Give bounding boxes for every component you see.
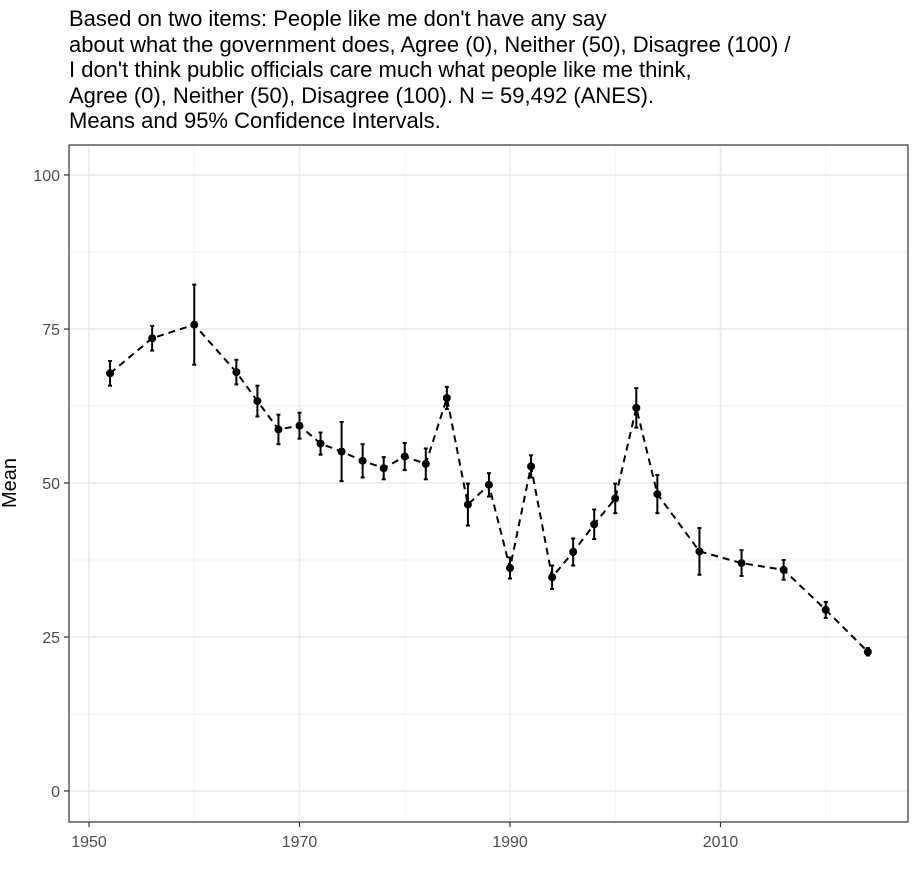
data-point (463, 500, 472, 509)
series-line-group (109, 323, 869, 653)
data-point (548, 573, 557, 582)
data-point (484, 480, 493, 489)
data-point (779, 565, 788, 574)
y-tick-label: 50 (42, 476, 60, 493)
data-point (421, 459, 430, 468)
x-tick-label: 1990 (492, 834, 528, 851)
data-point (337, 447, 346, 456)
chart-subtitle: Based on two items: People like me don't… (69, 6, 914, 134)
data-point (442, 393, 451, 402)
data-point (569, 547, 578, 556)
data-point (316, 439, 325, 448)
data-point (106, 369, 115, 378)
x-tick-label: 1970 (282, 834, 318, 851)
data-point (232, 368, 241, 377)
subtitle-line: I don't think public officials care much… (69, 57, 692, 82)
data-point (527, 462, 536, 471)
data-point (400, 452, 409, 461)
y-tick-label: 75 (42, 322, 60, 339)
data-point (190, 320, 199, 329)
data-point (253, 397, 262, 406)
subtitle-line: Means and 95% Confidence Intervals. (69, 108, 441, 133)
data-point (379, 464, 388, 473)
data-point (821, 605, 830, 614)
subtitle-line: Based on two items: People like me don't… (69, 6, 607, 31)
data-point (632, 403, 641, 412)
y-tick-labels: 0 25 50 75 100 (33, 168, 60, 801)
data-point (148, 334, 157, 343)
series-line (109, 323, 869, 653)
x-tick-label: 1950 (71, 834, 107, 851)
data-point (653, 490, 662, 499)
data-point (274, 425, 283, 434)
x-tick-labels: 1950 1970 1990 2010 (71, 834, 738, 851)
axis-ticks (64, 174, 722, 827)
data-point (506, 564, 514, 573)
y-tick-label: 100 (33, 168, 60, 185)
y-tick-label: 25 (42, 630, 60, 647)
data-points (106, 320, 872, 656)
subtitle-line: Agree (0), Neither (50), Disagree (100).… (69, 82, 655, 108)
data-point (863, 647, 872, 656)
error-bars (108, 283, 870, 657)
data-point (737, 559, 746, 568)
data-point (695, 547, 704, 556)
x-tick-label: 2010 (703, 834, 739, 851)
subtitle-line: about what the government does, Agree (0… (69, 31, 791, 57)
data-point (295, 421, 304, 430)
data-point (358, 456, 367, 465)
data-point (590, 520, 599, 529)
data-point (611, 494, 620, 503)
y-axis-title: Mean (0, 458, 21, 508)
y-tick-label: 0 (51, 784, 60, 801)
